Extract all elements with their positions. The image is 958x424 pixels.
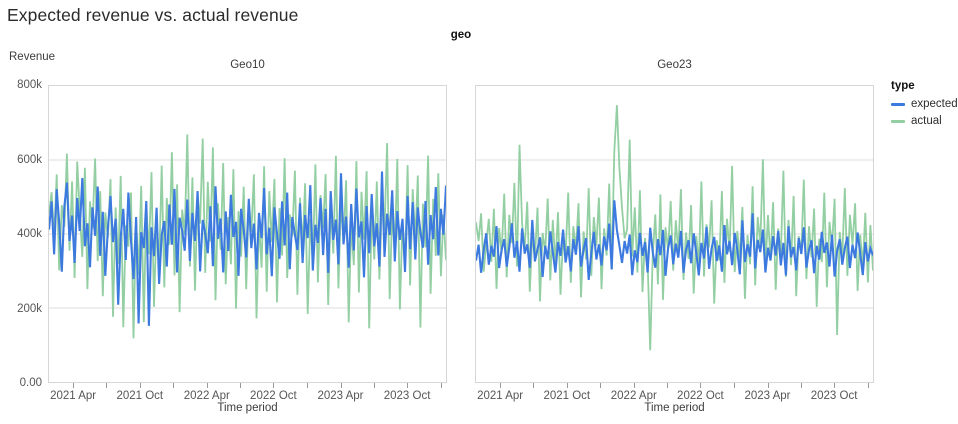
x-major-tick (700, 383, 702, 388)
legend-label: actual (911, 115, 942, 127)
x-axis-title: Time period (217, 402, 278, 414)
x-major-tick (273, 383, 275, 388)
x-axis-title: Time period (644, 402, 705, 414)
legend-title: type (891, 80, 915, 92)
legend: type expected actual (891, 80, 958, 132)
plot-area-geo23[interactable] (475, 85, 874, 383)
actual-line-swatch-icon (891, 119, 905, 123)
x-minor-tick (666, 383, 668, 388)
x-tick-label: 2022 Apr (183, 390, 230, 402)
x-minor-tick (734, 383, 735, 388)
x-tick-label: 2021 Oct (543, 390, 591, 402)
x-minor-tick (533, 383, 535, 388)
x-tick-label: 2022 Oct (250, 390, 297, 402)
x-tick-label: 2021 Oct (116, 390, 164, 402)
x-major-tick (139, 383, 141, 388)
y-tick-label: 800k (17, 79, 42, 91)
y-tick-label: 200k (17, 302, 42, 315)
x-axis-geo10: 2021 Apr 2021 Oct 2022 Apr 2022 Oct 2023 Apr… (48, 383, 447, 417)
legend-label: expected (911, 98, 958, 110)
y-tick-label: 600k (17, 153, 42, 166)
x-minor-tick (106, 383, 108, 388)
facet-field-label: geo (450, 29, 472, 41)
x-minor-tick (440, 383, 442, 388)
x-axis-geo23: 2021 Apr 2021 Oct 2022 Apr 2022 Oct 2023 Apr… (475, 383, 874, 417)
x-minor-tick (800, 383, 802, 388)
x-tick-label: 2023 Oct (810, 390, 858, 402)
legend-item-actual: actual (891, 115, 958, 127)
facet-title-geo10: Geo10 (230, 59, 265, 71)
x-minor-tick (239, 383, 241, 388)
x-tick-label: 2021 Apr (50, 390, 97, 402)
x-major-tick (834, 383, 836, 388)
x-major-tick (633, 383, 635, 388)
x-tick-label: 2023 Apr (317, 390, 364, 402)
x-major-tick (73, 383, 75, 388)
y-tick-label: 400k (17, 228, 42, 240)
x-major-tick (407, 383, 409, 388)
y-axis-title: Revenue (9, 51, 56, 63)
line-chart-geo10[interactable] (49, 86, 446, 382)
legend-item-expected: expected (891, 98, 958, 110)
x-minor-tick (600, 383, 602, 388)
chart-title: Expected revenue vs. actual revenue (7, 5, 299, 25)
x-minor-tick (867, 383, 869, 388)
x-tick-label: 2021 Apr (477, 390, 524, 402)
x-minor-tick (373, 383, 375, 388)
x-major-tick (566, 383, 568, 388)
x-tick-label: 2023 Oct (383, 390, 431, 402)
x-tick-label: 2022 Oct (677, 390, 724, 402)
plot-area-geo10[interactable] (48, 85, 447, 383)
y-tick-label: 0.00 (19, 377, 42, 389)
line-chart-geo23[interactable] (476, 86, 873, 382)
facet-title-geo23: Geo23 (657, 59, 692, 71)
x-tick-label: 2023 Apr (744, 390, 791, 402)
x-major-tick (206, 383, 208, 388)
x-tick-label: 2022 Apr (610, 390, 657, 402)
x-minor-tick (307, 383, 308, 388)
expected-line-swatch-icon (891, 102, 905, 106)
x-major-tick (500, 383, 502, 388)
x-major-tick (340, 383, 342, 388)
x-minor-tick (173, 383, 175, 388)
x-major-tick (767, 383, 769, 388)
